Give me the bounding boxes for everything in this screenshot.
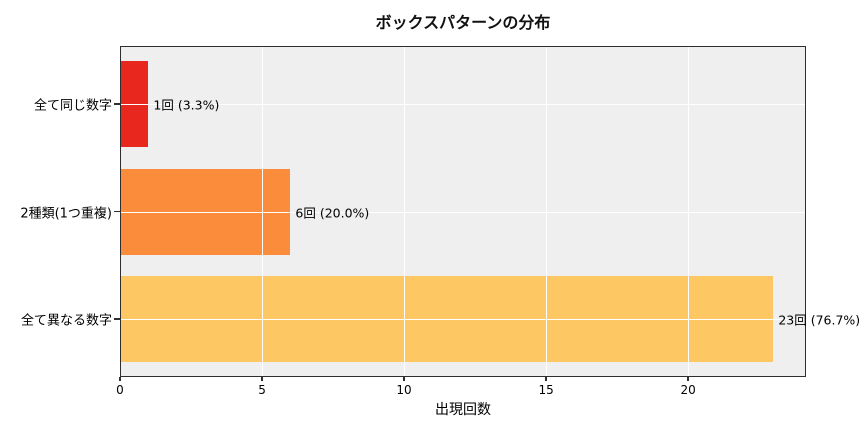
chart-title: ボックスパターンの分布 (375, 13, 551, 32)
x-tick-mark (403, 377, 405, 381)
x-tick-mark (545, 377, 547, 381)
bar-value-label: 23回 (76.7%) (778, 312, 861, 328)
x-tick-label: 15 (538, 383, 554, 397)
y-tick-mark (114, 103, 120, 105)
bar-value-label: 1回 (3.3%) (153, 97, 220, 113)
y-axis-category-label: 2種類(1つ重複) (20, 206, 112, 221)
y-axis-category-label: 全て異なる数字 (20, 313, 112, 329)
plot-area (120, 46, 806, 377)
gridline-horizontal (120, 319, 806, 320)
gridline-horizontal (120, 104, 806, 105)
x-tick-label: 0 (116, 383, 124, 397)
x-tick-label: 5 (258, 383, 266, 397)
y-axis-category-label: 全て同じ数字 (33, 98, 112, 114)
y-tick-mark (114, 210, 120, 213)
bar-value-label: 6回 (20.0%) (295, 205, 370, 220)
x-tick-mark (261, 377, 263, 381)
x-tick-mark (687, 377, 689, 381)
x-axis-label: 出現回数 (435, 402, 491, 418)
x-tick-label: 20 (680, 383, 696, 397)
x-tick-mark (119, 377, 121, 381)
y-tick-mark (114, 318, 120, 320)
x-tick-label: 10 (396, 383, 412, 397)
gridline-horizontal (120, 211, 806, 213)
